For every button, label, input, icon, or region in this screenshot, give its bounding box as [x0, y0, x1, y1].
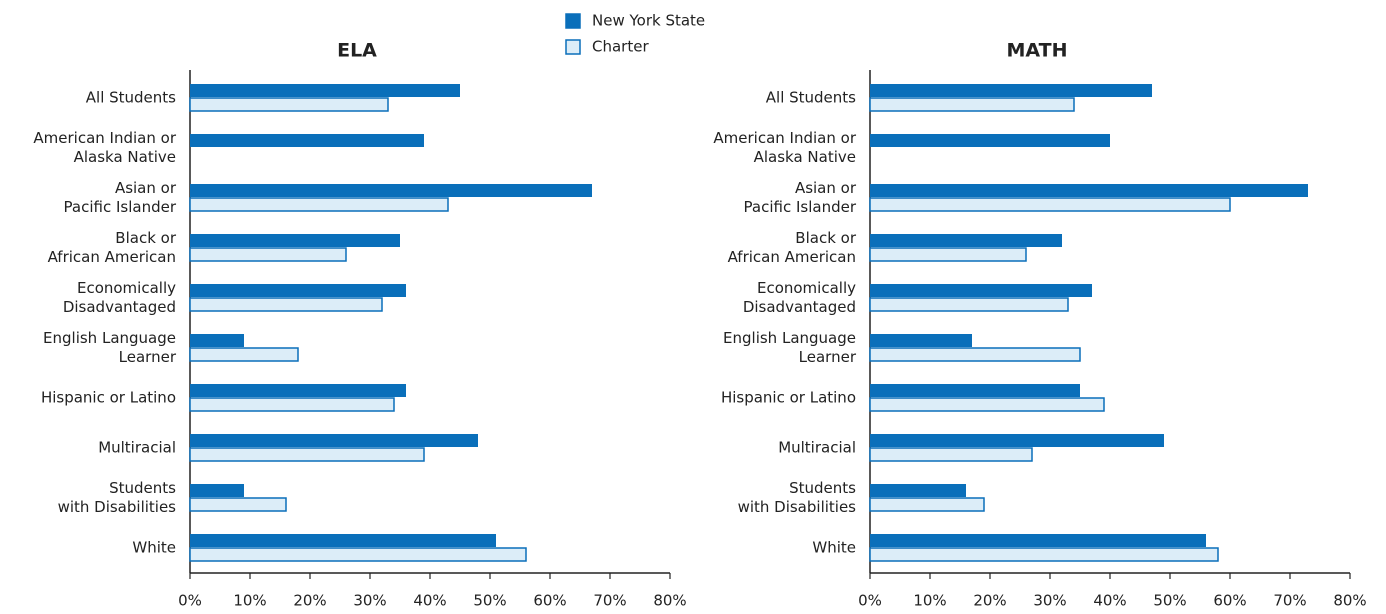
x-tick-label: 80%: [1333, 592, 1366, 610]
category-label: Students with Disabilities: [57, 479, 176, 516]
x-tick-label: 80%: [653, 592, 686, 610]
bar: [189, 297, 383, 312]
x-tick-label: 10%: [233, 592, 266, 610]
category-label: Multiracial: [778, 438, 856, 457]
bar: [190, 84, 460, 97]
category-label: Economically Disadvantaged: [62, 279, 176, 316]
category-label: American Indian or Alaska Native: [713, 129, 856, 166]
x-tick-label: 40%: [413, 592, 446, 610]
bar: [190, 384, 406, 397]
bar: [189, 547, 527, 562]
x-tick-label: 60%: [1213, 592, 1246, 610]
category-label: All Students: [765, 88, 856, 107]
bar: [189, 97, 389, 112]
x-tick-label: 60%: [533, 592, 566, 610]
bar: [870, 84, 1152, 97]
bar: [869, 347, 1081, 362]
category-label: White: [812, 538, 856, 557]
bar: [190, 234, 400, 247]
bar: [189, 197, 449, 212]
category-label: Black or African American: [727, 229, 856, 266]
bar: [190, 484, 244, 497]
bar: [869, 97, 1075, 112]
category-label: White: [132, 538, 176, 557]
bar: [190, 184, 592, 197]
category-label: Economically Disadvantaged: [742, 279, 856, 316]
x-tick-label: 50%: [1153, 592, 1186, 610]
category-label: Hispanic or Latino: [720, 388, 856, 407]
bar: [189, 497, 287, 512]
category-label: Hispanic or Latino: [40, 388, 176, 407]
bar: [189, 347, 299, 362]
bar: [870, 434, 1164, 447]
bar: [869, 197, 1231, 212]
category-label: American Indian or Alaska Native: [33, 129, 176, 166]
x-tick-label: 70%: [593, 592, 626, 610]
bar: [190, 134, 424, 147]
chart-title: MATH: [1007, 40, 1068, 62]
category-label: Asian or Pacific Islander: [743, 179, 856, 216]
bar: [189, 447, 425, 462]
bar: [869, 497, 985, 512]
x-tick-label: 0%: [178, 592, 202, 610]
bar: [869, 547, 1219, 562]
bar: [870, 284, 1092, 297]
x-tick-label: 20%: [973, 592, 1006, 610]
category-label: Multiracial: [98, 438, 176, 457]
bar: [869, 247, 1027, 262]
bar: [190, 434, 478, 447]
bar: [869, 297, 1069, 312]
bar: [870, 484, 966, 497]
legend-swatch: [565, 39, 581, 55]
x-tick-label: 70%: [1273, 592, 1306, 610]
bar: [189, 397, 395, 412]
bar: [870, 384, 1080, 397]
bar: [870, 534, 1206, 547]
legend-swatch: [565, 13, 581, 29]
bar: [870, 234, 1062, 247]
legend-label: New York State: [592, 12, 705, 30]
bar: [869, 447, 1033, 462]
x-tick-label: 30%: [353, 592, 386, 610]
bar: [870, 334, 972, 347]
x-tick-label: 30%: [1033, 592, 1066, 610]
legend-label: Charter: [592, 38, 649, 56]
category-label: English Language Learner: [723, 329, 856, 366]
bar: [870, 134, 1110, 147]
x-tick-label: 40%: [1093, 592, 1126, 610]
x-tick-label: 10%: [913, 592, 946, 610]
category-label: Asian or Pacific Islander: [63, 179, 176, 216]
category-label: Students with Disabilities: [737, 479, 856, 516]
bar: [869, 397, 1105, 412]
x-tick-label: 20%: [293, 592, 326, 610]
category-label: Black or African American: [47, 229, 176, 266]
category-label: English Language Learner: [43, 329, 176, 366]
x-tick-label: 50%: [473, 592, 506, 610]
bar: [870, 184, 1308, 197]
bar: [190, 334, 244, 347]
bar: [189, 247, 347, 262]
bar: [190, 284, 406, 297]
x-tick-label: 0%: [858, 592, 882, 610]
category-label: All Students: [85, 88, 176, 107]
bar: [190, 534, 496, 547]
chart-title: ELA: [337, 40, 377, 62]
